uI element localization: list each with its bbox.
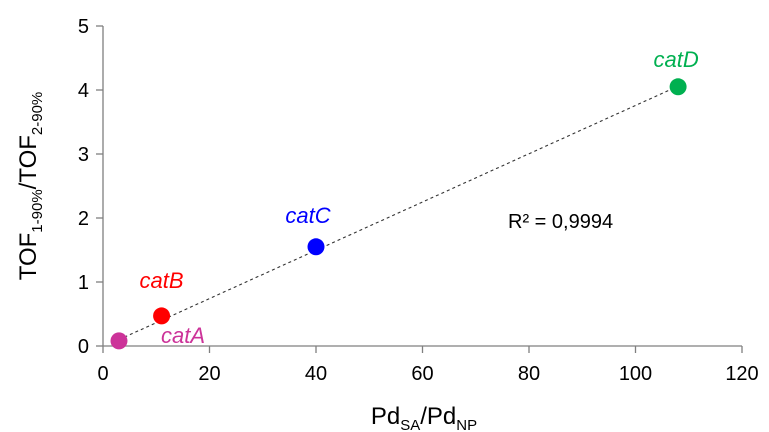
point-label-catA: catA (161, 323, 205, 348)
x-tick-label: 100 (619, 363, 652, 385)
x-axis-title-sub1: SA (400, 417, 420, 432)
x-tick-label: 80 (518, 363, 540, 385)
trendline-group (118, 85, 679, 341)
y-tick-label: 5 (78, 16, 89, 38)
y-axis-title-sub1: 1-90% (29, 189, 46, 232)
point-catC (307, 238, 325, 256)
trendline (118, 85, 679, 341)
y-axis-title-sub2: 2-90% (29, 92, 46, 135)
point-labels-group: catA catB catC catD (140, 47, 699, 348)
x-tick-label: 0 (97, 363, 108, 385)
y-axis-title-mid: /TOF (15, 135, 42, 189)
x-axis-title: PdSA/PdNP (371, 403, 477, 432)
r-squared-annotation: R² = 0,9994 (508, 211, 613, 233)
y-axis-title: TOF1-90%/TOF2-90% (15, 92, 46, 281)
x-tick-label: 60 (411, 363, 433, 385)
y-tick-label: 2 (78, 208, 89, 230)
y-tick-label: 0 (78, 336, 89, 358)
x-tick-label: 120 (725, 363, 758, 385)
point-catB (153, 307, 171, 325)
point-label-catC: catC (285, 203, 330, 228)
x-axis-title-mid: /Pd (420, 403, 456, 430)
point-label-catB: catB (140, 268, 184, 293)
x-axis-title-main: Pd (371, 403, 400, 430)
y-axis-title-main1: TOF (15, 233, 42, 281)
x-axis: 0 20 40 60 80 100 120 (97, 345, 759, 385)
y-tick-label: 3 (78, 144, 89, 166)
y-tick-label: 4 (78, 80, 89, 102)
x-axis-title-sub2: NP (456, 417, 477, 432)
point-label-catD: catD (653, 47, 698, 72)
points-group (110, 78, 687, 350)
point-catA (110, 332, 128, 350)
x-tick-label: 40 (305, 363, 327, 385)
y-tick-label: 1 (78, 272, 89, 294)
y-axis: 0 1 2 3 4 5 (78, 16, 104, 358)
point-catD (669, 78, 687, 96)
x-tick-label: 20 (198, 363, 220, 385)
